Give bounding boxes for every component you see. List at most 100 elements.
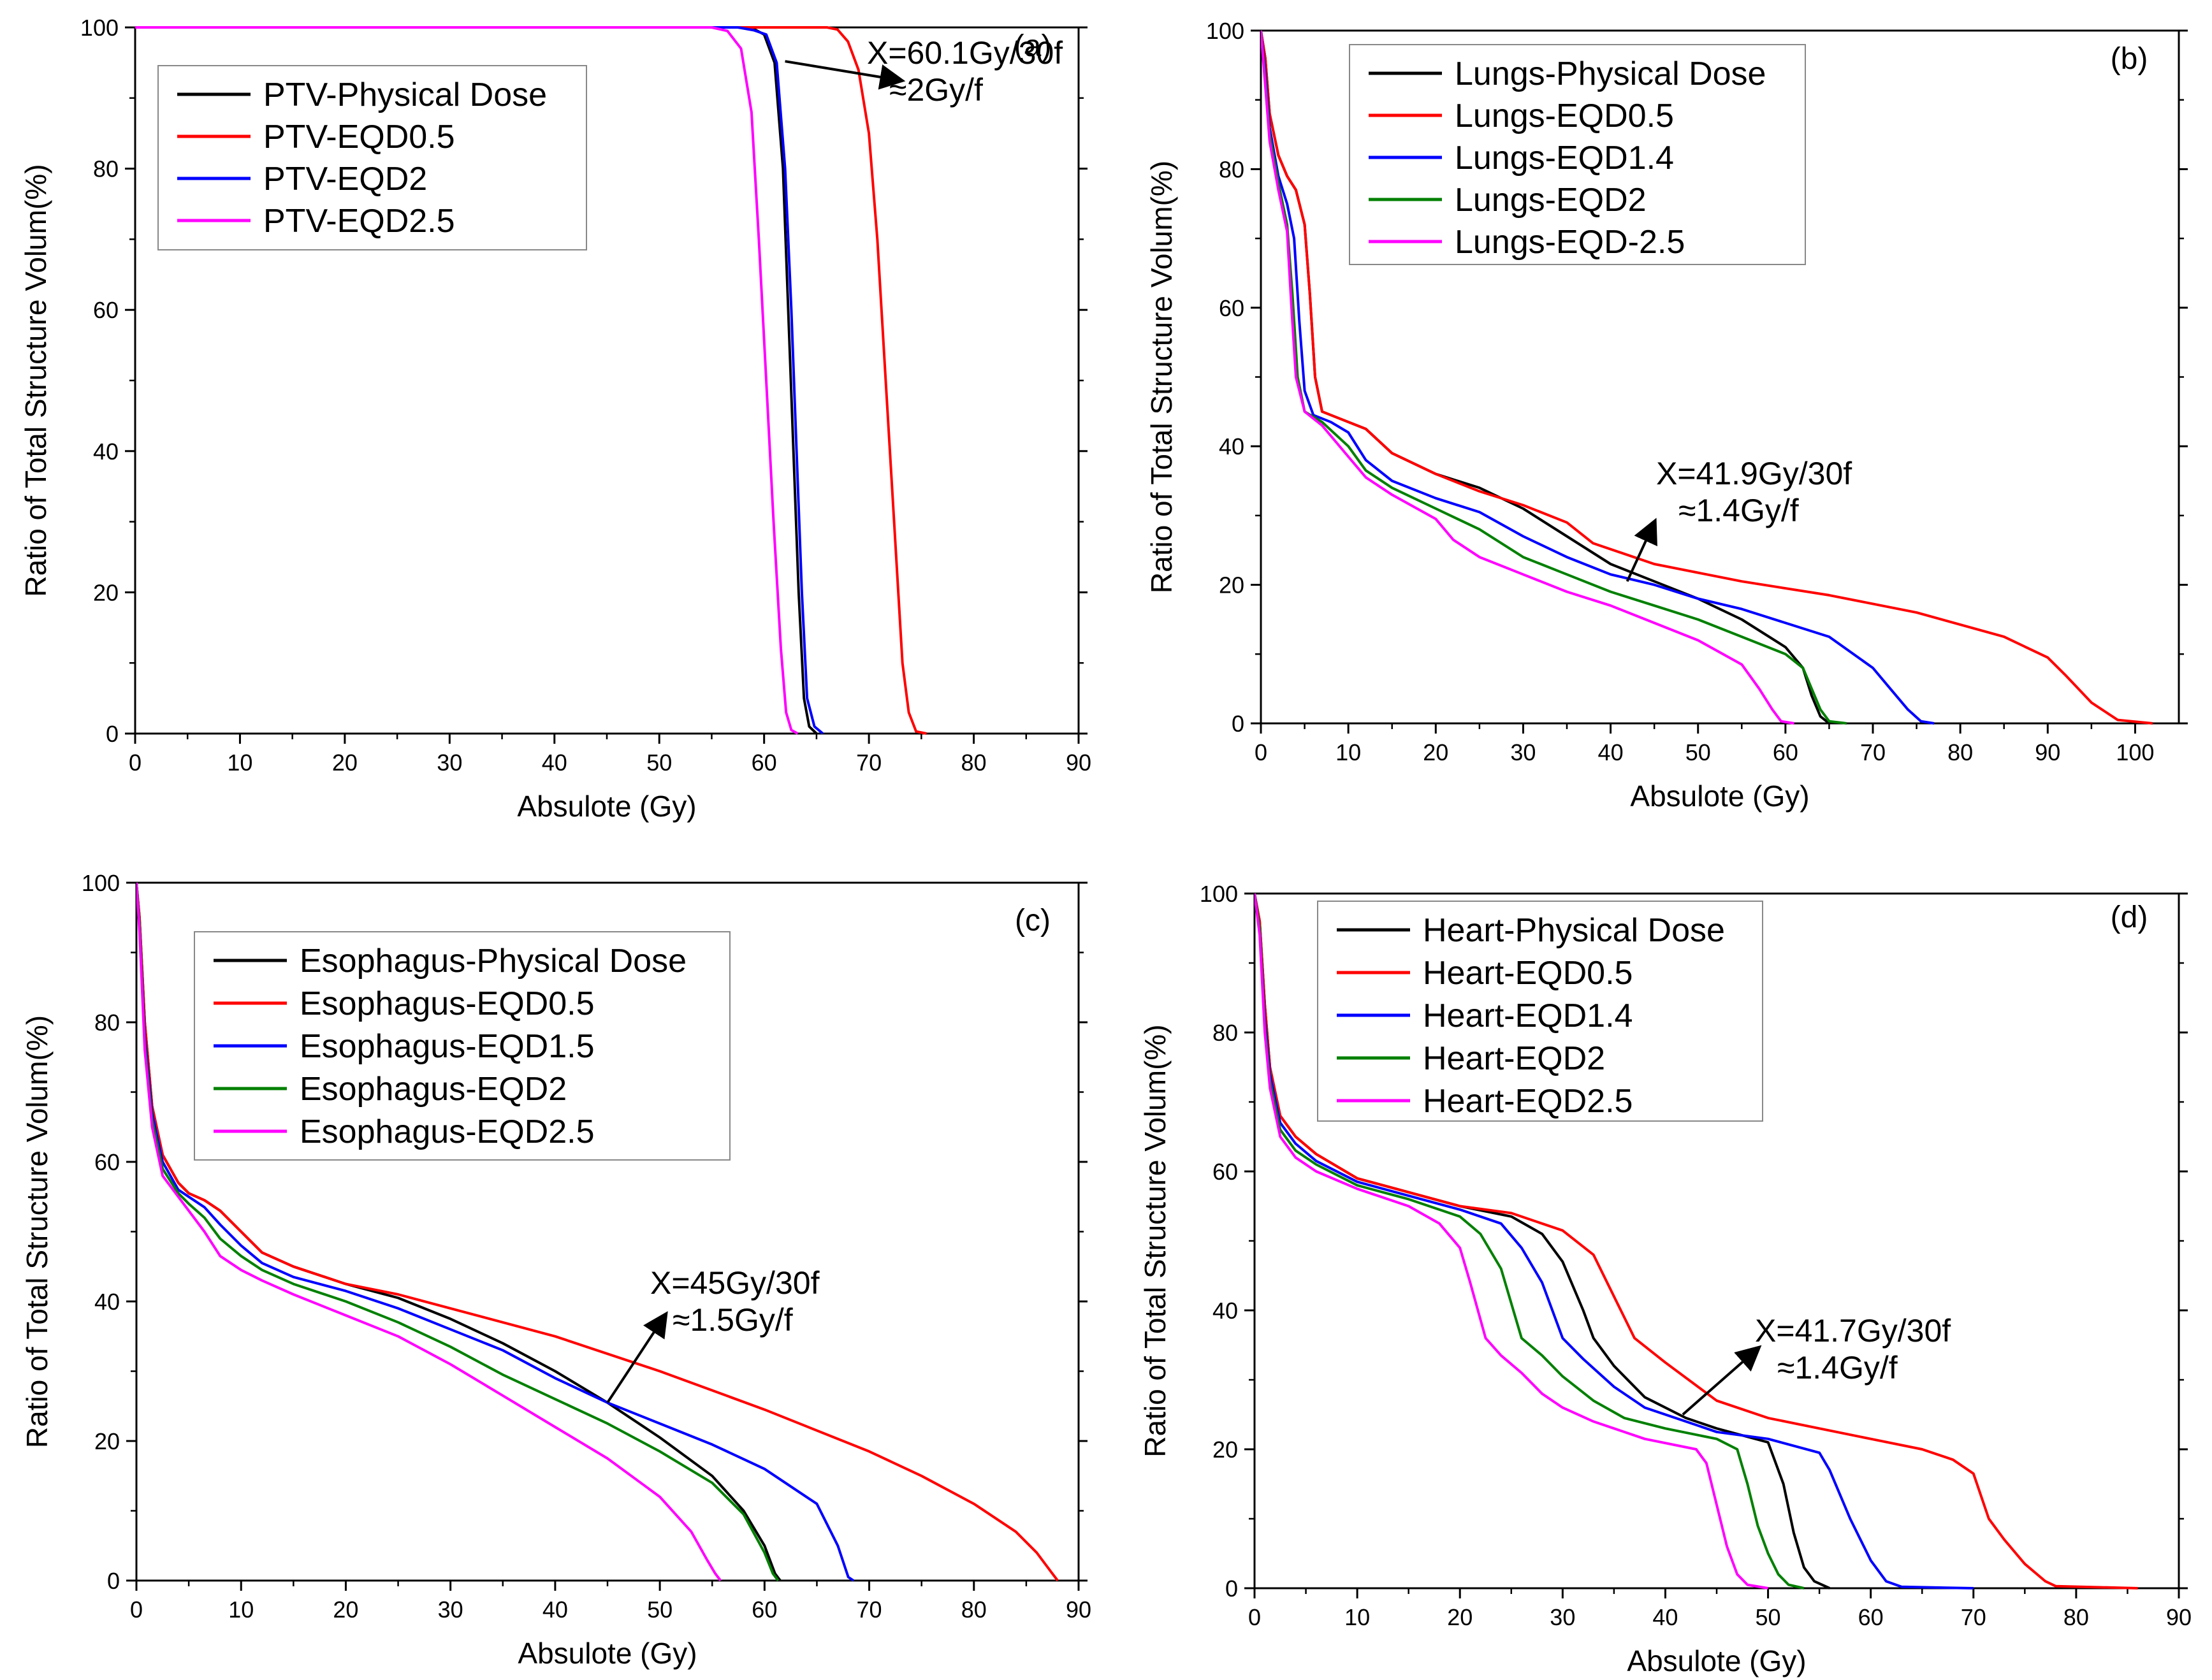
panel-d-x-tick-label: 50 xyxy=(1756,1604,1781,1630)
panel-c-legend: Esophagus-Physical Dose Esophagus-EQD0.5 E… xyxy=(194,931,731,1161)
panel-a-legend-label: PTV-EQD2 xyxy=(263,161,427,198)
panel-a-x-tick-label: 80 xyxy=(961,749,987,776)
panel-d-y-tick-label: 0 xyxy=(1225,1575,1238,1602)
panel-b-x-tick-label: 0 xyxy=(1255,739,1267,765)
panel-a-x-tick-label: 50 xyxy=(646,749,672,776)
panel-d-series-heart-eqd2-5 xyxy=(1255,893,1768,1589)
panel-a-series-ptv-eqd2 xyxy=(135,26,824,735)
panel-a-tag: (a) xyxy=(1014,29,1052,63)
panel-c-legend-label: Esophagus-EQD0.5 xyxy=(300,985,595,1022)
panel-c-x-tick-label: 10 xyxy=(228,1597,254,1623)
panel-a-y-tick-label: 100 xyxy=(80,15,119,41)
panel-c-x-tick-label: 0 xyxy=(130,1597,143,1623)
panel-d-legend-label: Heart-EQD2 xyxy=(1423,1040,1605,1077)
panel-c-x-tick-label: 80 xyxy=(961,1597,987,1623)
panel-c-y-tick-label: 60 xyxy=(94,1149,120,1175)
panel-d-legend-label: Heart-EQD0.5 xyxy=(1423,955,1633,992)
panel-a-y-axis-label: Ratio of Total Structure Volum(%) xyxy=(19,164,52,597)
panel-d-x-tick-label: 0 xyxy=(1248,1604,1261,1630)
panel-a-x-tick-label: 70 xyxy=(856,749,882,776)
panel-d-legend-label: Heart-EQD2.5 xyxy=(1423,1083,1633,1120)
panel-a-x-tick-label: 20 xyxy=(332,749,358,776)
panel-b-x-tick-label: 20 xyxy=(1423,739,1448,765)
panel-b-y-tick-label: 60 xyxy=(1219,295,1244,321)
panel-b-legend-label: Lungs-EQD2 xyxy=(1455,182,1647,219)
panel-c-y-axis-label: Ratio of Total Structure Volum(%) xyxy=(20,1015,54,1448)
panel-d-x-tick-label: 40 xyxy=(1652,1604,1678,1630)
panel-d-annotation-text: X=41.7Gy/30f xyxy=(1755,1313,1951,1349)
panel-c-x-tick-label: 30 xyxy=(438,1597,463,1623)
panel-b-annotation-arrow xyxy=(1626,518,1657,583)
panel-a-annotation-arrow xyxy=(785,60,906,90)
panel-a-legend-label: PTV-EQD0.5 xyxy=(263,119,455,156)
panel-b-legend-box xyxy=(1349,44,1806,265)
panel-d-series-heart-eqd1-4 xyxy=(1255,893,1974,1589)
panel-d-legend: Heart-Physical Dose Heart-EQD0.5 Heart-EQD… xyxy=(1317,901,1763,1122)
panel-c-y-tick-label: 0 xyxy=(107,1568,120,1594)
panel-a-y-tick-label: 80 xyxy=(93,156,119,182)
panel-c-series-esophagus-eqd0-5 xyxy=(136,882,1059,1582)
panel-b-y-tick-label: 20 xyxy=(1219,572,1244,598)
panel-b-x-tick-label: 100 xyxy=(2116,739,2154,765)
panel-b-x-tick-label: 50 xyxy=(1685,739,1711,765)
panel-b-annotation-text: X=41.9Gy/30f xyxy=(1656,456,1852,491)
panel-b-y-axis-label: Ratio of Total Structure Volum(%) xyxy=(1145,161,1178,593)
panel-d-x-tick-label: 10 xyxy=(1344,1604,1370,1630)
panel-b-y-tick-label: 100 xyxy=(1206,18,1244,44)
panel-b-y-tick-label: 0 xyxy=(1232,711,1244,737)
panel-a-y-tick-label: 20 xyxy=(93,579,119,605)
panel-b-y-tick-label: 40 xyxy=(1219,433,1244,460)
panel-d-x-tick-label: 90 xyxy=(2166,1604,2192,1630)
panel-c-legend-label: Esophagus-EQD1.5 xyxy=(300,1028,595,1065)
panel-c-x-tick-label: 60 xyxy=(752,1597,777,1623)
panel-b-x-axis-label: Absulote (Gy) xyxy=(1630,779,1809,813)
panel-c-legend-label: Esophagus-EQD2 xyxy=(300,1071,567,1108)
panel-b-legend-label: Lungs-EQD-2.5 xyxy=(1455,224,1685,261)
panel-d-series-heart-eqd2 xyxy=(1255,893,1805,1589)
panel-a-x-tick-label: 10 xyxy=(227,749,252,776)
panel-d-y-tick-label: 40 xyxy=(1212,1298,1238,1324)
panel-c-x-tick-label: 20 xyxy=(333,1597,358,1623)
panel-c-legend-label: Esophagus-Physical Dose xyxy=(300,943,687,980)
panel-c-tag: (c) xyxy=(1015,904,1051,938)
panel-a-annotation-text: X=60.1Gy/30f xyxy=(867,35,1063,71)
panel-b-legend-label: Lungs-EQD0.5 xyxy=(1455,98,1674,134)
panel-d-x-axis-label: Absulote (Gy) xyxy=(1627,1644,1806,1677)
panel-c-series-esophagus-eqd2 xyxy=(136,882,780,1582)
panel-b-series-lungs-eqd-2-5 xyxy=(1261,30,1794,725)
panel-d-x-tick-label: 20 xyxy=(1447,1604,1473,1630)
panel-c-legend-label: Esophagus-EQD2.5 xyxy=(300,1113,595,1150)
panel-d-x-tick-label: 80 xyxy=(2063,1604,2089,1630)
panel-b-x-tick-label: 80 xyxy=(1947,739,1973,765)
panel-b-annotation-text: ≈1.4Gy/f xyxy=(1678,493,1799,528)
panel-c-x-axis-label: Absulote (Gy) xyxy=(518,1637,697,1670)
panel-c-y-tick-label: 100 xyxy=(82,870,120,896)
panel-b-x-tick-label: 30 xyxy=(1510,739,1536,765)
panel-b-legend-label: Lungs-Physical Dose xyxy=(1455,55,1766,92)
panel-d-legend-label: Heart-EQD1.4 xyxy=(1423,997,1633,1034)
panel-a-x-tick-label: 30 xyxy=(437,749,462,776)
panel-b-legend: Lungs-Physical Dose Lungs-EQD0.5 Lungs-EQD… xyxy=(1349,44,1806,265)
panel-d-series-heart-eqd0-5 xyxy=(1255,893,2138,1589)
panel-a-x-tick-label: 60 xyxy=(752,749,777,776)
panel-d-y-tick-label: 80 xyxy=(1212,1020,1238,1046)
panel-a-x-axis-label: Absulote (Gy) xyxy=(517,790,696,823)
panel-d-annotation-text: ≈1.4Gy/f xyxy=(1777,1350,1898,1386)
panel-d-y-tick-label: 20 xyxy=(1212,1437,1238,1463)
panel-d-annotation-arrow xyxy=(1682,1345,1762,1416)
panel-a-x-tick-label: 0 xyxy=(129,749,142,776)
panel-a-y-tick-label: 60 xyxy=(93,297,119,323)
panel-c-annotation-text: X=45Gy/30f xyxy=(650,1265,820,1301)
panel-a-x-tick-label: 40 xyxy=(542,749,567,776)
panel-a-x-tick-label: 90 xyxy=(1066,749,1091,776)
panel-b-legend-label: Lungs-EQD1.4 xyxy=(1455,140,1674,177)
panel-c-series-esophagus-eqd1-5 xyxy=(136,882,855,1582)
panel-d-x-tick-label: 60 xyxy=(1858,1604,1884,1630)
panel-d-x-tick-label: 30 xyxy=(1550,1604,1575,1630)
